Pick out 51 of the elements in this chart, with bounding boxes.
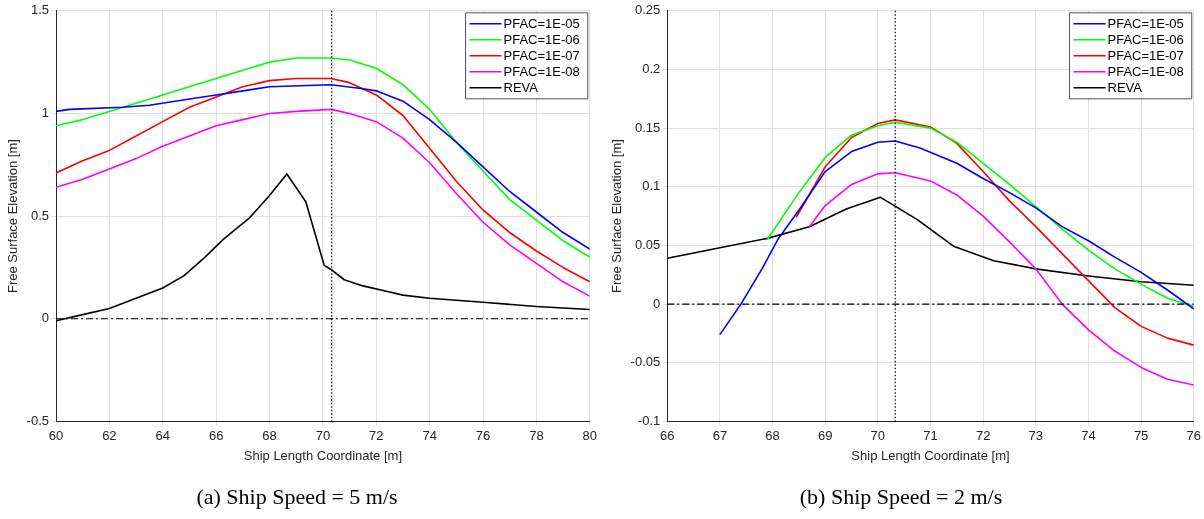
- x-tick-label: 73: [1028, 427, 1044, 443]
- x-tick-label: 74: [422, 427, 437, 443]
- x-tick-label: 76: [1186, 427, 1201, 443]
- legend-label: PFAC=1E-07: [1107, 48, 1184, 64]
- legend-label: PFAC=1E-05: [1107, 16, 1184, 32]
- y-tick-label: -0.05: [630, 354, 661, 370]
- x-tick-label: 69: [817, 427, 833, 443]
- legend-label: PFAC=1E-06: [1107, 32, 1184, 48]
- y-tick-label: 0.25: [634, 2, 661, 18]
- x-tick-label: 80: [582, 427, 597, 443]
- x-axis-title: Ship Length Coordinate [m]: [851, 448, 1010, 464]
- y-tick-label: 0.05: [634, 237, 661, 253]
- x-tick-label: 62: [102, 427, 117, 443]
- legend-label: REVA: [503, 80, 539, 96]
- y-tick-label: 0.5: [30, 207, 49, 223]
- y-tick-label: 0: [653, 295, 661, 311]
- x-tick-label: 72: [369, 427, 384, 443]
- x-tick-label: 78: [529, 427, 544, 443]
- text: (a) Ship Speed = 5 m/s: [196, 483, 398, 509]
- x-tick-label: 72: [975, 427, 991, 443]
- x-tick-label: 64: [155, 427, 170, 443]
- y-tick-label: 1.5: [30, 2, 49, 18]
- x-tick-label: 75: [1133, 427, 1149, 443]
- y-tick-label: 1: [41, 105, 49, 121]
- x-tick-label: 67: [712, 427, 728, 443]
- x-tick-label: 68: [262, 427, 277, 443]
- y-axis-title: Free Surface Elevation [m]: [609, 139, 625, 294]
- legend-label: PFAC=1E-05: [503, 16, 580, 32]
- y-tick-label: 0.15: [634, 119, 661, 135]
- text: (b) Ship Speed = 2 m/s: [799, 483, 1003, 509]
- y-tick-label: 0.2: [642, 61, 661, 77]
- y-tick-label: -0.5: [26, 412, 49, 428]
- x-tick-label: 70: [315, 427, 331, 443]
- x-tick-label: 76: [475, 427, 491, 443]
- legend-label: PFAC=1E-08: [503, 64, 580, 80]
- y-tick-label: 0: [41, 310, 49, 326]
- x-tick-label: 60: [48, 427, 64, 443]
- x-tick-label: 66: [208, 427, 224, 443]
- x-tick-label: 66: [660, 427, 675, 443]
- x-tick-label: 74: [1081, 427, 1096, 443]
- y-tick-label: 0.1: [642, 178, 661, 194]
- x-tick-label: 71: [923, 427, 938, 443]
- y-tick-label: -0.1: [637, 412, 661, 428]
- legend-label: PFAC=1E-08: [1107, 64, 1184, 80]
- x-tick-label: 68: [765, 427, 780, 443]
- legend-label: PFAC=1E-07: [503, 48, 580, 64]
- x-tick-label: 70: [870, 427, 886, 443]
- legend-label: PFAC=1E-06: [503, 32, 580, 48]
- legend-label: REVA: [1107, 80, 1143, 96]
- y-axis-title: Free Surface Elevation [m]: [5, 139, 21, 294]
- x-axis-title: Ship Length Coordinate [m]: [243, 448, 403, 464]
